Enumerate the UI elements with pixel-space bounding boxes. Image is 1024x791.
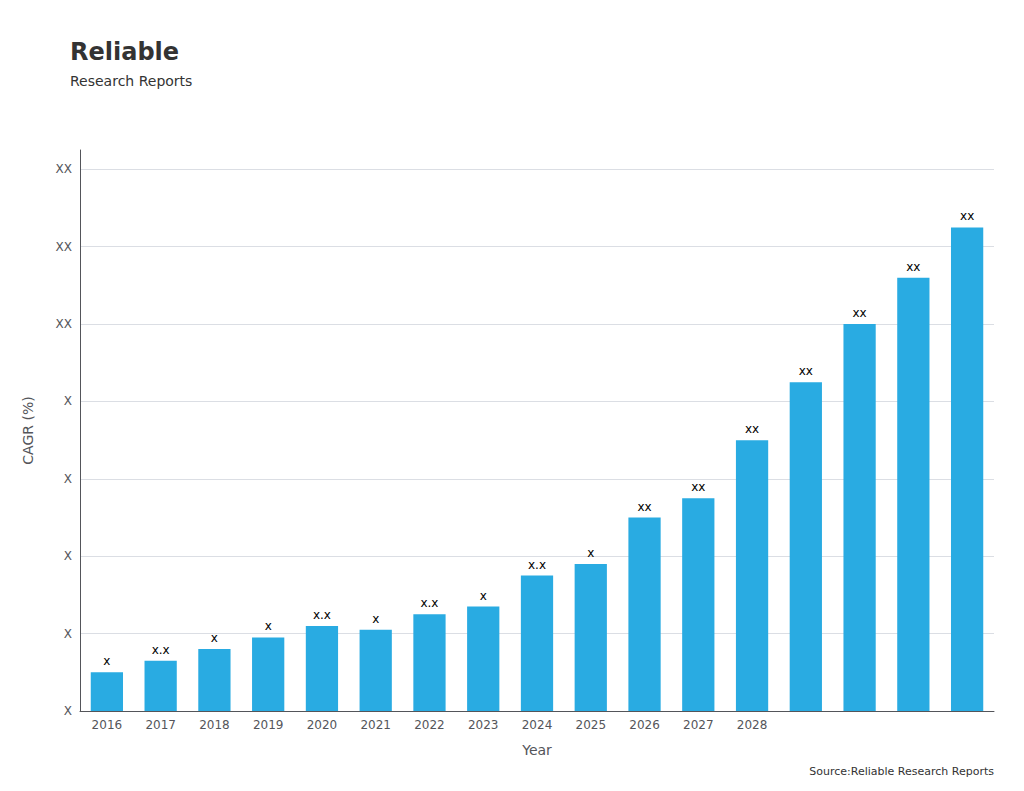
svg-text:X: X	[64, 394, 72, 408]
svg-text:xx: xx	[960, 209, 974, 223]
svg-text:x: x	[103, 654, 110, 668]
svg-text:XX: XX	[56, 317, 72, 331]
svg-text:XX: XX	[56, 240, 72, 254]
svg-text:2017: 2017	[145, 718, 176, 732]
svg-text:x.x: x.x	[313, 608, 331, 622]
svg-text:CAGR (%): CAGR (%)	[20, 396, 36, 464]
svg-text:2020: 2020	[307, 718, 338, 732]
svg-text:Year: Year	[521, 742, 552, 758]
svg-text:2016: 2016	[92, 718, 123, 732]
svg-text:x.x: x.x	[152, 643, 170, 657]
svg-text:2023: 2023	[468, 718, 499, 732]
svg-text:x.x: x.x	[420, 596, 438, 610]
svg-text:xx: xx	[691, 480, 705, 494]
svg-text:x: x	[372, 612, 379, 626]
svg-text:xx: xx	[637, 500, 651, 514]
svg-text:Source:Reliable Research Repor: Source:Reliable Research Reports	[809, 765, 994, 778]
svg-text:Research Reports: Research Reports	[70, 73, 192, 89]
svg-text:Reliable: Reliable	[70, 38, 179, 66]
svg-text:2024: 2024	[522, 718, 553, 732]
svg-text:X: X	[64, 704, 72, 718]
svg-text:x: x	[265, 619, 272, 633]
svg-text:x.x: x.x	[528, 558, 546, 572]
svg-text:2021: 2021	[360, 718, 391, 732]
svg-text:xx: xx	[906, 260, 920, 274]
svg-text:2022: 2022	[414, 718, 445, 732]
svg-text:2028: 2028	[737, 718, 768, 732]
svg-text:2026: 2026	[629, 718, 660, 732]
svg-text:2025: 2025	[575, 718, 606, 732]
svg-text:x: x	[587, 546, 594, 560]
svg-text:xx: xx	[852, 306, 866, 320]
svg-text:x: x	[480, 589, 487, 603]
svg-text:XX: XX	[56, 162, 72, 176]
svg-text:x: x	[211, 631, 218, 645]
svg-text:xx: xx	[745, 422, 759, 436]
svg-text:2027: 2027	[683, 718, 714, 732]
svg-text:2018: 2018	[199, 718, 230, 732]
svg-text:X: X	[64, 627, 72, 641]
svg-text:xx: xx	[799, 364, 813, 378]
svg-text:2019: 2019	[253, 718, 284, 732]
svg-text:X: X	[64, 549, 72, 563]
svg-text:X: X	[64, 472, 72, 486]
